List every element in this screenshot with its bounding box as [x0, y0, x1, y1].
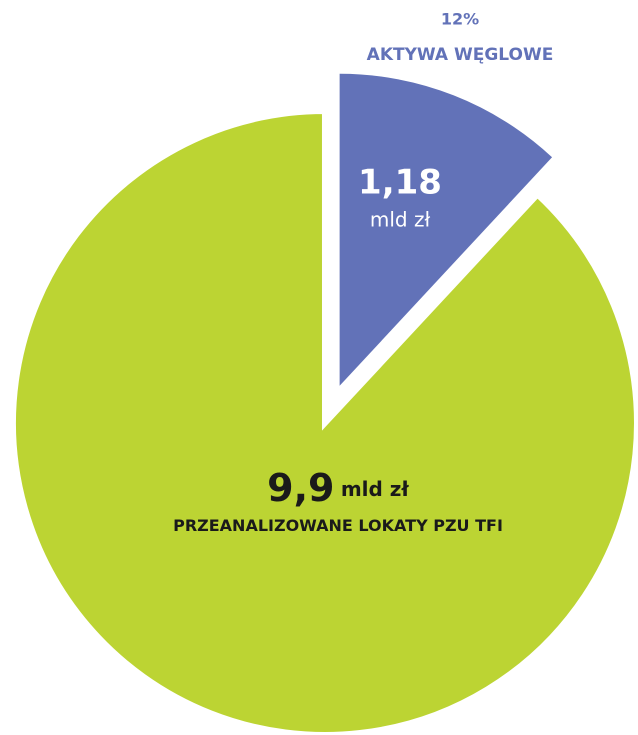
total-name-box: PRZEANALIZOWANE LOKATY PZU TFI [173, 516, 503, 535]
total-unit: mld zł [341, 477, 410, 501]
share-label: 12% [441, 10, 479, 29]
pie-slice [10, 107, 638, 735]
total-value: 9,9 [267, 466, 334, 510]
total-value-line: 9,9 mld zł [267, 466, 409, 510]
total-name: PRZEANALIZOWANE LOKATY PZU TFI [173, 516, 503, 535]
part-name: AKTYWA WĘGLOWE [367, 45, 554, 65]
part-value: 1,18 [358, 163, 442, 203]
pie-slice [339, 73, 553, 386]
part-unit: mld zł [370, 208, 431, 232]
